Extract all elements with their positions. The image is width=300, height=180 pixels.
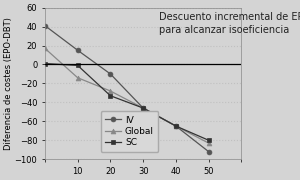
SC bbox=[43, 62, 47, 65]
Global bbox=[43, 47, 47, 50]
IV bbox=[43, 25, 47, 27]
Legend: IV, Global, SC: IV, Global, SC bbox=[100, 111, 158, 152]
Global bbox=[76, 77, 80, 79]
SC bbox=[207, 139, 210, 141]
SC bbox=[109, 95, 112, 97]
IV bbox=[109, 73, 112, 75]
IV bbox=[207, 150, 210, 153]
IV bbox=[174, 125, 178, 127]
Line: SC: SC bbox=[43, 61, 211, 143]
Y-axis label: Diferencia de costes (EPO-DBT): Diferencia de costes (EPO-DBT) bbox=[4, 17, 13, 150]
Global bbox=[207, 142, 210, 144]
Line: Global: Global bbox=[43, 46, 211, 145]
Line: IV: IV bbox=[43, 23, 211, 154]
SC bbox=[76, 64, 80, 67]
Global bbox=[141, 107, 145, 109]
IV bbox=[76, 49, 80, 51]
Global bbox=[174, 125, 178, 127]
Text: Descuento incremental de EPO
para alcanzar isoeficiencia: Descuento incremental de EPO para alcanz… bbox=[159, 12, 300, 35]
SC bbox=[174, 125, 178, 127]
IV bbox=[141, 107, 145, 109]
Global bbox=[109, 90, 112, 92]
SC bbox=[141, 107, 145, 109]
